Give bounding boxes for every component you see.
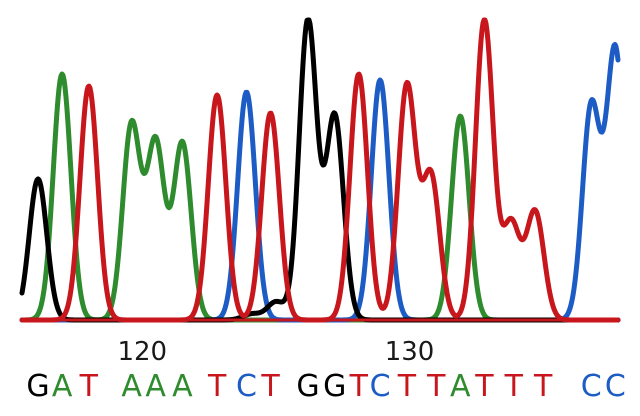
base-call-T: T [397,369,417,404]
trace-G [19,17,621,323]
base-call-G: G [296,369,319,404]
base-call-T: T [474,369,494,404]
trace-T [19,17,621,323]
x-tick-label: 120 [117,337,167,367]
base-call-T: T [349,369,369,404]
base-call-T: T [504,369,524,404]
x-tick-label: 130 [385,337,435,367]
base-call-T: T [79,369,99,404]
base-call-G: G [323,369,346,404]
base-call-A: A [52,369,73,404]
base-call-T: T [533,369,553,404]
base-call-A: A [450,369,471,404]
base-call-C: C [236,369,257,404]
base-call-A: A [145,369,166,404]
base-call-C: C [370,369,391,404]
base-call-T: T [260,369,280,404]
base-call-A: A [121,369,142,404]
trace-layer [19,17,621,323]
base-call-T: T [426,369,446,404]
base-call-C: C [581,369,602,404]
base-call-A: A [172,369,193,404]
base-call-T: T [207,369,227,404]
x-tick-labels: 120 130 [117,337,434,367]
base-call-G: G [26,369,49,404]
trace-C [19,42,621,323]
trace-A [19,71,621,323]
base-call-C: C [605,369,626,404]
